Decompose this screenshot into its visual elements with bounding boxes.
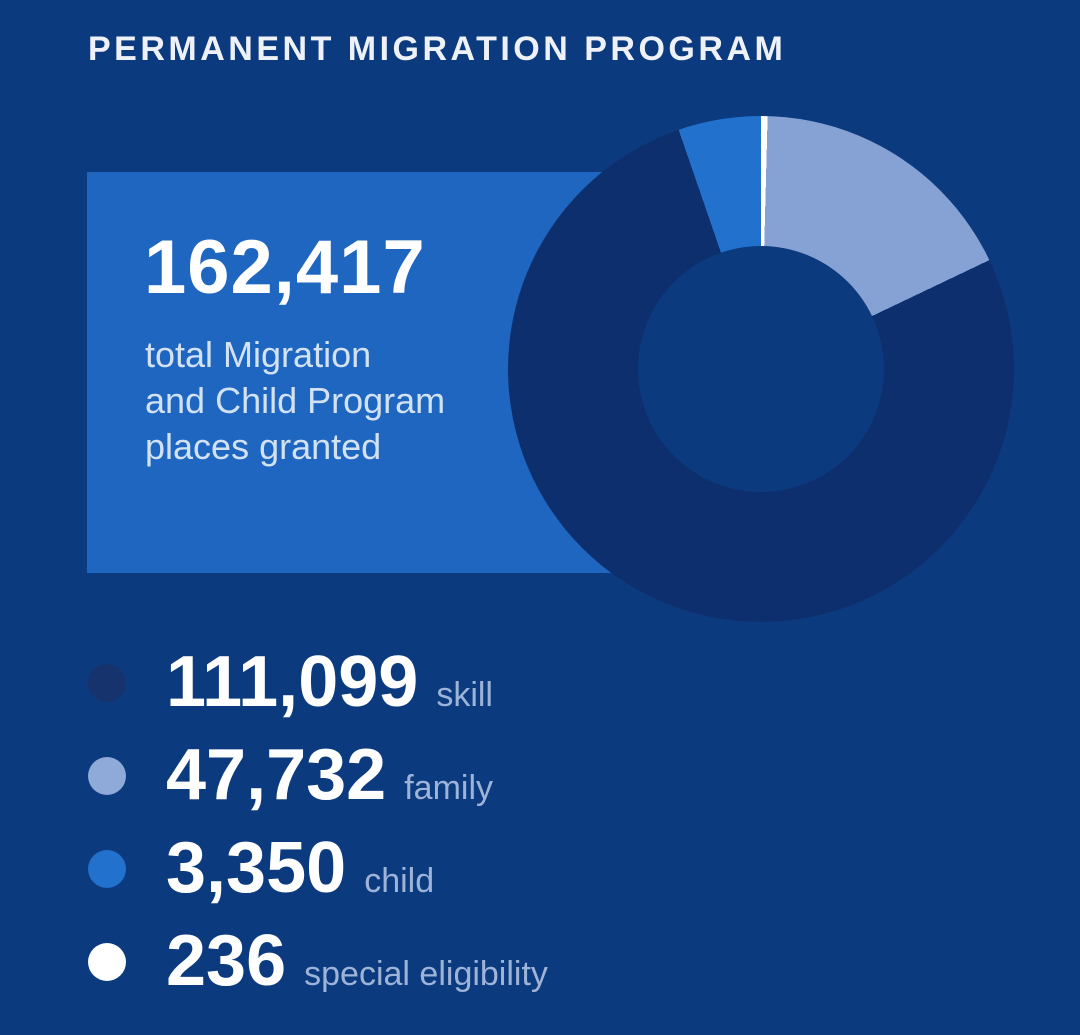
total-places-value: 162,417 <box>144 225 426 310</box>
special-eligibility-dot-icon <box>88 942 126 981</box>
child-dot-icon <box>88 849 126 888</box>
legend-row-family: 47,732 family <box>88 729 548 822</box>
special-eligibility-value: 236 <box>166 921 287 1001</box>
skill-label: skill <box>436 676 493 714</box>
total-places-caption: total Migration and Child Program places… <box>145 332 445 470</box>
caption-line: total Migration <box>145 334 372 375</box>
child-label: child <box>364 862 435 900</box>
legend-row-skill: 111,099 skill <box>88 636 548 729</box>
skill-dot-icon <box>88 663 126 702</box>
caption-line: and Child Program <box>145 380 446 422</box>
chart-legend: 111,099 skill 47,732 family 3,350 child … <box>88 636 548 1008</box>
family-label: family <box>404 769 494 807</box>
family-dot-icon <box>88 756 126 795</box>
family-value: 47,732 <box>166 735 387 815</box>
page-title: PERMANENT MIGRATION PROGRAM <box>88 30 787 68</box>
legend-row-child: 3,350 child <box>88 822 548 915</box>
donut-hole <box>638 246 884 492</box>
skill-value: 111,099 <box>166 642 419 722</box>
caption-line: places granted <box>145 426 382 468</box>
special-eligibility-label: special eligibility <box>304 955 548 993</box>
child-value: 3,350 <box>166 828 347 908</box>
legend-row-special-eligibility: 236 special eligibility <box>88 915 548 1008</box>
donut-chart <box>508 116 1014 622</box>
